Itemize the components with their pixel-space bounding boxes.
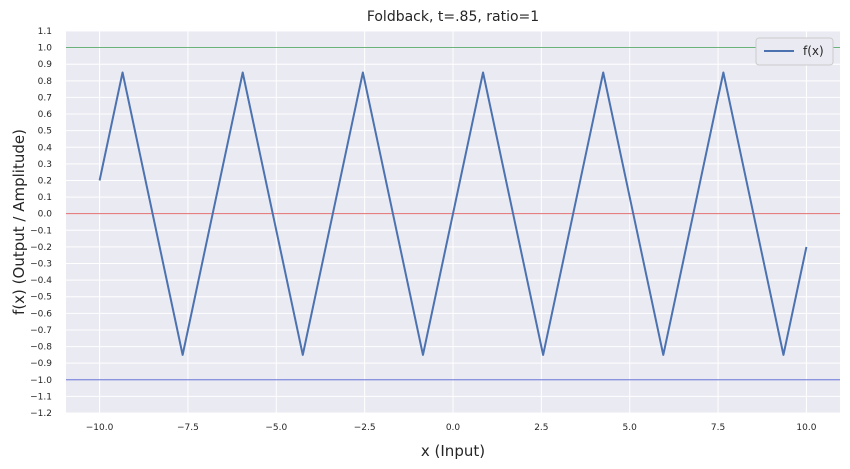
legend-label: f(x) <box>803 44 824 58</box>
x-tick-label: −10.0 <box>86 423 114 433</box>
y-tick-label: −0.2 <box>30 243 52 253</box>
x-tick-label: 5.0 <box>623 423 638 433</box>
y-tick-label: 0.3 <box>38 160 52 170</box>
y-tick-label: 0.7 <box>38 93 52 103</box>
y-tick-label: 1.0 <box>38 44 53 54</box>
y-tick-label: 0.5 <box>38 127 52 137</box>
y-tick-label: 0.2 <box>38 176 52 186</box>
legend: f(x) <box>755 37 834 66</box>
y-tick-label: −0.6 <box>30 309 52 319</box>
chart-title: Foldback, t=.85, ratio=1 <box>367 9 539 25</box>
y-tick-label: −1.2 <box>30 409 52 419</box>
y-tick-label: −0.7 <box>30 326 52 336</box>
y-tick-label: 0.8 <box>38 77 53 87</box>
x-tick-label: 0.0 <box>446 423 461 433</box>
y-tick-label: 0.0 <box>38 210 53 220</box>
y-tick-label: 0.6 <box>38 110 53 120</box>
y-tick-label: 0.9 <box>38 60 53 70</box>
y-tick-labels: 1.1 1.0 0.9 0.8 0.7 0.6 0.5 0.4 0.3 0.2 0.1 0.0 −0.1… <box>30 27 52 419</box>
y-tick-label: −0.1 <box>30 226 52 236</box>
y-tick-label: 0.4 <box>38 143 53 153</box>
x-tick-label: 2.5 <box>534 423 548 433</box>
y-tick-label: −0.4 <box>30 276 52 286</box>
y-tick-label: −0.9 <box>30 359 52 369</box>
y-tick-label: −1.0 <box>30 376 52 386</box>
series-lines <box>98 71 808 356</box>
y-tick-label: −0.5 <box>30 293 52 303</box>
legend-box <box>755 37 834 66</box>
x-tick-labels: −10.0 −7.5 −5.0 −2.5 0.0 2.5 5.0 7.5 10.0 <box>86 423 817 433</box>
series-line-fx <box>98 71 808 356</box>
y-tick-label: 0.1 <box>38 193 52 203</box>
x-tick-label: −2.5 <box>354 423 376 433</box>
x-tick-label: −5.0 <box>265 423 287 433</box>
y-tick-label: 1.1 <box>38 27 52 37</box>
y-tick-label: −0.3 <box>30 260 52 270</box>
y-axis-label: f(x) (Output / Amplitude) <box>10 129 28 315</box>
y-tick-label: −1.1 <box>30 392 52 402</box>
x-tick-label: 10.0 <box>796 423 816 433</box>
x-axis-label: x (Input) <box>421 442 485 460</box>
x-tick-label: −7.5 <box>177 423 199 433</box>
x-tick-label: 7.5 <box>711 423 725 433</box>
y-tick-label: −0.8 <box>30 343 52 353</box>
